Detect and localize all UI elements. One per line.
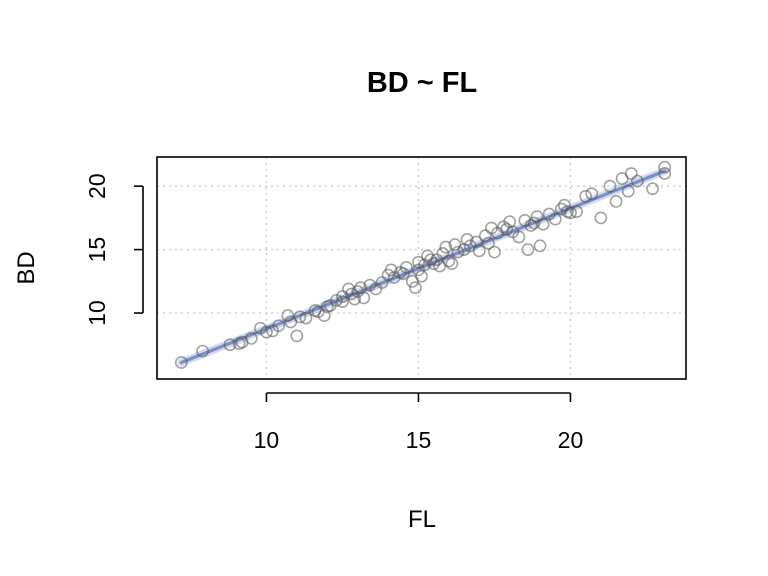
data-point-47 [445, 257, 459, 270]
data-point-57 [488, 245, 501, 259]
data-point-30 [384, 263, 398, 277]
data-point-13 [299, 311, 313, 325]
data-point-87 [460, 233, 474, 246]
data-point-83 [630, 174, 644, 188]
data-point-70 [548, 212, 562, 226]
data-point-52 [469, 235, 483, 249]
data-point-86 [658, 167, 672, 180]
data-point-75 [579, 189, 593, 203]
y-axis-label: BD [13, 251, 40, 284]
y-tick-label-0: 10 [84, 300, 110, 326]
x-axis-label: FL [408, 506, 436, 533]
data-point-95 [260, 325, 273, 339]
data-point-5 [244, 332, 258, 345]
data-point-16 [317, 309, 331, 322]
data-point-68 [536, 217, 550, 231]
data-point-1 [196, 344, 210, 358]
data-point-81 [621, 184, 635, 198]
data-point-11 [290, 329, 304, 343]
data-point-12 [293, 310, 307, 324]
data-point-23 [348, 292, 362, 306]
data-point-54 [478, 229, 492, 243]
data-point-38 [415, 269, 428, 283]
data-point-84 [646, 182, 659, 196]
chart-title: BD ~ FL [367, 67, 477, 99]
data-point-74 [570, 205, 583, 218]
data-point-19 [336, 290, 349, 303]
data-point-93 [527, 216, 541, 230]
data-point-82 [624, 167, 638, 180]
x-tick-label-2: 20 [558, 427, 584, 453]
data-point-65 [524, 219, 538, 232]
data-point-2 [223, 338, 237, 352]
data-point-66 [530, 210, 544, 224]
data-point-44 [436, 247, 450, 260]
data-point-35 [409, 281, 422, 295]
data-point-8 [272, 319, 286, 333]
data-point-67 [533, 239, 547, 253]
data-point-90 [396, 267, 410, 281]
data-point-76 [585, 187, 599, 201]
data-point-36 [412, 255, 425, 269]
x-axis: 10 15 20 [254, 392, 584, 453]
y-tick-label-1: 15 [84, 237, 110, 263]
grid [157, 157, 686, 379]
x-tick-label-0: 10 [254, 427, 280, 453]
data-point-94 [561, 205, 574, 218]
data-point-85 [658, 160, 672, 174]
y-axis: 10 15 20 [84, 173, 144, 326]
data-point-78 [603, 179, 617, 193]
data-point-77 [594, 211, 608, 225]
data-point-64 [521, 243, 535, 257]
data-point-20 [336, 295, 349, 309]
data-points [174, 160, 672, 369]
data-point-9 [281, 309, 295, 322]
data-point-79 [609, 194, 623, 208]
data-point-72 [557, 198, 571, 212]
data-point-33 [399, 260, 413, 274]
data-point-53 [472, 244, 486, 258]
data-point-88 [424, 253, 438, 267]
x-tick-label-1: 15 [406, 427, 432, 453]
data-point-91 [320, 300, 334, 314]
data-point-41 [427, 257, 441, 270]
y-tick-label-2: 20 [84, 173, 110, 199]
data-point-46 [442, 254, 456, 268]
data-point-92 [500, 222, 514, 236]
data-point-55 [481, 236, 495, 250]
data-point-89 [351, 285, 365, 298]
plot-area-frame [156, 156, 687, 380]
data-point-62 [512, 230, 526, 244]
data-point-0 [174, 356, 188, 369]
data-point-45 [439, 240, 453, 254]
data-point-28 [375, 276, 389, 289]
data-point-49 [451, 245, 465, 259]
